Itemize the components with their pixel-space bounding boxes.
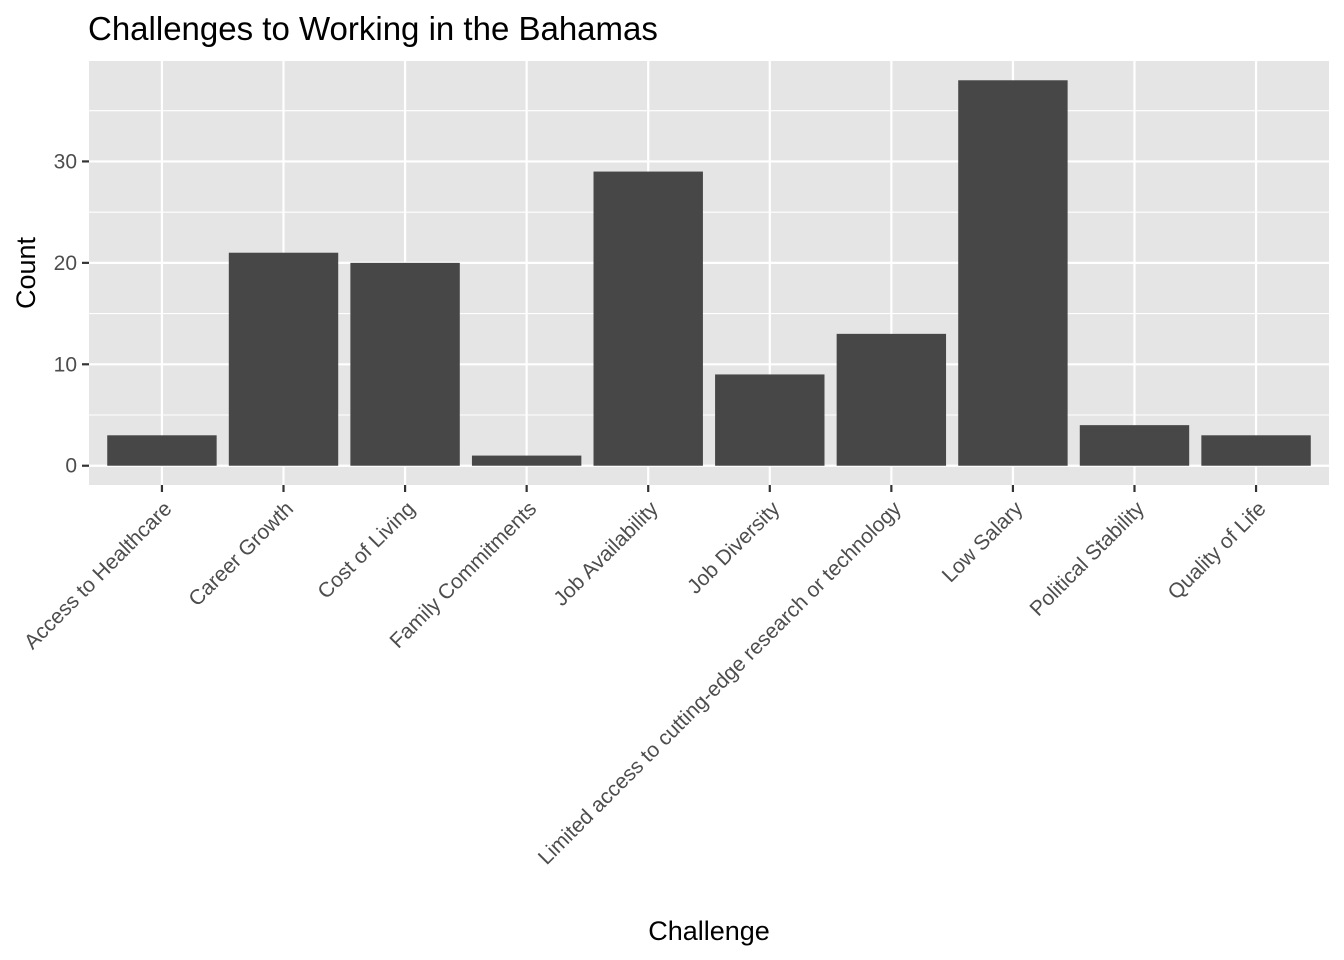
bar xyxy=(350,262,460,466)
bar xyxy=(1079,425,1190,466)
y-tick-label: 20 xyxy=(54,252,77,275)
y-tick-label: 30 xyxy=(54,150,77,173)
x-axis-title: Challenge xyxy=(648,916,770,946)
bar xyxy=(715,374,825,466)
bar xyxy=(958,80,1068,466)
x-tick-label: Political Stability xyxy=(1025,497,1149,621)
x-tick-label: Career Growth xyxy=(184,497,298,611)
bar xyxy=(471,455,582,466)
bar xyxy=(593,171,703,466)
bar xyxy=(836,333,947,466)
x-tick-label: Cost of Living xyxy=(313,497,419,603)
y-tick-label: 10 xyxy=(54,353,77,376)
bar xyxy=(107,435,217,466)
bar xyxy=(228,252,339,466)
y-tick-label: 0 xyxy=(65,455,77,478)
y-axis-title: Count xyxy=(11,236,41,309)
bars xyxy=(107,80,1311,466)
x-tick-label: Low Salary xyxy=(938,497,1028,587)
bar xyxy=(1201,435,1311,466)
x-tick-label: Job Diversity xyxy=(683,497,785,599)
chart-title: Challenges to Working in the Bahamas xyxy=(88,10,658,47)
x-axis: Access to Healthcare Career Growth Cost of… xyxy=(20,485,1271,869)
y-axis: 0 10 20 30 xyxy=(54,150,89,478)
x-tick-label: Job Availability xyxy=(549,497,663,611)
x-tick-label: Quality of Life xyxy=(1164,497,1271,604)
x-tick-label: Access to Healthcare xyxy=(20,497,177,654)
